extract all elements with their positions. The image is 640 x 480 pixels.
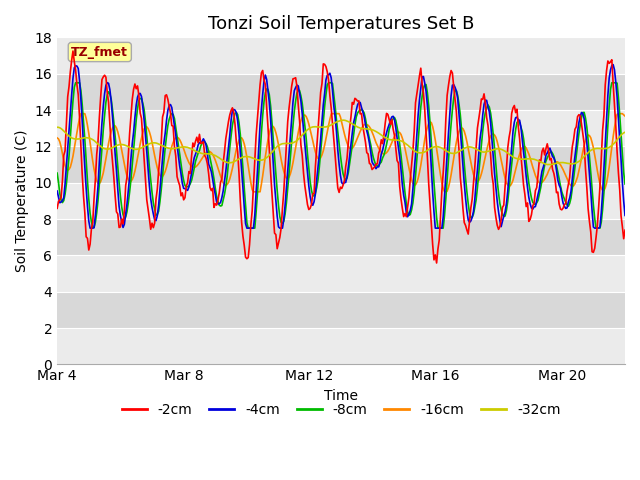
Bar — [57, 328, 625, 364]
Bar — [57, 110, 625, 146]
Y-axis label: Soil Temperature (C): Soil Temperature (C) — [15, 130, 29, 272]
X-axis label: Time: Time — [324, 389, 358, 403]
Legend: -2cm, -4cm, -8cm, -16cm, -32cm: -2cm, -4cm, -8cm, -16cm, -32cm — [116, 398, 566, 423]
Title: Tonzi Soil Temperatures Set B: Tonzi Soil Temperatures Set B — [208, 15, 474, 33]
Bar — [57, 292, 625, 328]
Bar — [57, 255, 625, 292]
Bar — [57, 146, 625, 183]
Bar — [57, 73, 625, 110]
Bar — [57, 37, 625, 73]
Text: TZ_fmet: TZ_fmet — [72, 46, 128, 59]
Bar — [57, 183, 625, 219]
Bar — [57, 219, 625, 255]
